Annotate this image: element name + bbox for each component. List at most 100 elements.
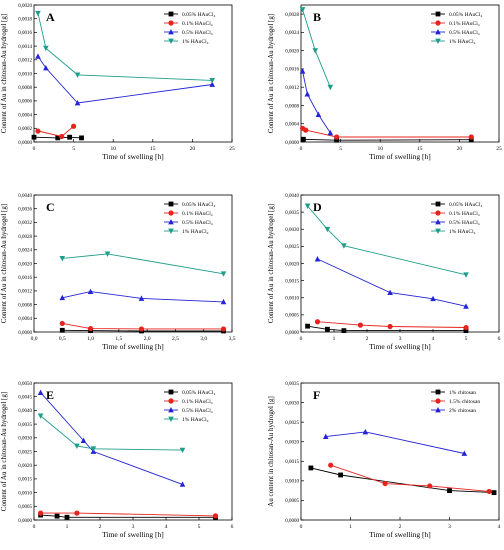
y-tick-label: 0,0005 — [285, 314, 299, 319]
x-tick-label: 1,0 — [87, 336, 94, 342]
legend-entry: 2% chitosan — [449, 408, 476, 414]
x-tick-label: 6 — [231, 524, 234, 530]
data-point — [87, 288, 94, 294]
x-tick-label: 0,0 — [31, 336, 38, 342]
x-tick-label: 20 — [457, 146, 463, 152]
data-point — [468, 137, 474, 143]
y-tick-label: 0,0035 — [285, 211, 299, 216]
series-line-1 — [317, 321, 467, 328]
legend-marker — [168, 407, 174, 413]
y-tick-label: 0,0008 — [18, 86, 32, 91]
x-tick-label: 1 — [66, 524, 69, 530]
data-point — [447, 488, 452, 494]
legend-marker — [435, 20, 441, 26]
data-point — [35, 128, 41, 134]
y-tick-label: 0,0016 — [285, 68, 299, 73]
chart-panel-d: 0 1 2 3 4 5 6 0,0000 0,0005 0,0010 0,0015 0,0020 0,0… — [267, 194, 501, 351]
data-point — [338, 472, 343, 478]
data-point — [334, 134, 340, 140]
legend-entry: 1% chitosan — [449, 390, 476, 396]
data-point — [59, 255, 66, 262]
y-axis-label: Au content in chitosan-Au hydrogel [g] — [267, 396, 275, 507]
legend-entry: 1.5% chitosan — [449, 399, 480, 405]
y-tick-label: 0,0024 — [18, 249, 32, 254]
legend-marker — [435, 389, 441, 395]
x-tick-label: 3,0 — [200, 336, 207, 342]
x-tick-label: 15 — [417, 146, 423, 152]
x-tick-label: 4 — [498, 524, 501, 530]
chart-panel-b: 0 5 10 15 20 25 0,0000 0,0004 0,0008 0,0012 0,0016… — [267, 4, 502, 161]
x-tick-label: 2 — [366, 336, 369, 342]
y-tick-label: 0,0000 — [18, 331, 32, 336]
legend-entry: 0.1% HAuCl₄ — [182, 211, 213, 217]
data-point — [59, 327, 65, 333]
y-tick-label: 0,0028 — [18, 235, 32, 240]
data-point — [220, 271, 227, 277]
y-tick-label: 0,0040 — [285, 194, 299, 199]
data-point — [362, 428, 369, 435]
data-point — [312, 48, 319, 54]
x-tick-label: 1 — [349, 524, 352, 530]
data-point — [303, 127, 309, 133]
legend-entry: 0.05% HAuCl₄ — [449, 12, 482, 18]
data-point — [104, 251, 111, 257]
y-tick-label: 0,0005 — [285, 499, 299, 504]
x-tick-label: 4 — [165, 524, 168, 530]
data-point — [74, 72, 81, 78]
y-tick-label: 0,0036 — [18, 208, 32, 213]
y-tick-label: 0,0024 — [285, 31, 299, 36]
series-line-0 — [307, 325, 466, 332]
data-point — [299, 7, 306, 13]
y-axis-label: Content of Au in chitosan-Au hydrogel [g… — [0, 392, 8, 511]
y-tick-label: 0,0000 — [18, 141, 32, 146]
x-tick-label: 0 — [300, 146, 303, 152]
data-point — [300, 136, 306, 142]
legend-marker — [168, 219, 174, 225]
data-point — [74, 443, 80, 450]
x-tick-label: 3,5 — [229, 336, 236, 342]
panel-label: B — [313, 10, 321, 24]
panel-label: F — [313, 388, 320, 402]
x-axis-label: Time of swelling [h] — [102, 530, 164, 539]
x-tick-label: 5 — [198, 524, 201, 530]
series-line-3 — [62, 253, 224, 275]
x-tick-label: 3 — [132, 524, 135, 530]
data-point — [209, 77, 215, 84]
panel-label: E — [46, 388, 54, 402]
y-tick-label: 0,0000 — [285, 141, 299, 146]
legend-entry: 0.1% HAuCl₄ — [449, 21, 480, 27]
data-point — [38, 510, 44, 516]
x-tick-label: 0 — [300, 524, 303, 530]
data-point — [74, 510, 80, 516]
y-tick-label: 0,0016 — [18, 276, 32, 281]
y-tick-label: 0,0002 — [18, 127, 32, 132]
y-tick-label: 0,0025 — [18, 450, 32, 455]
x-axis-label: Time of swelling [h] — [369, 342, 431, 351]
legend-entry: 0.1% HAuCl₄ — [182, 399, 213, 405]
data-point — [387, 323, 393, 330]
data-point — [59, 320, 65, 327]
data-point — [31, 134, 37, 140]
legend-marker — [168, 20, 174, 26]
x-axis-label: Time of swelling [h] — [102, 342, 164, 351]
data-point — [80, 437, 87, 443]
chart-panel-e: 0 1 2 3 4 5 6 0,0000 0,0005 0,0010 0,0015 0,0020 0,0… — [0, 382, 234, 539]
x-tick-label: 5 — [339, 146, 342, 152]
data-point — [341, 243, 347, 249]
y-tick-label: 0,0015 — [285, 460, 299, 465]
legend-entry: 0.05% HAuCl₄ — [182, 390, 215, 396]
series-line-3 — [307, 205, 467, 276]
legend-marker — [168, 38, 174, 44]
legend-marker — [435, 38, 441, 44]
data-point — [43, 65, 49, 71]
y-tick-label: 0,0012 — [18, 59, 32, 64]
legend-marker — [168, 398, 174, 404]
x-tick-label: 1 — [333, 336, 336, 342]
y-tick-label: 0,0008 — [285, 104, 299, 109]
data-point — [212, 513, 219, 519]
y-tick-label: 0,0020 — [18, 464, 32, 469]
data-point — [79, 135, 84, 141]
x-tick-label: 15 — [150, 146, 156, 152]
series-line-2 — [62, 291, 224, 303]
